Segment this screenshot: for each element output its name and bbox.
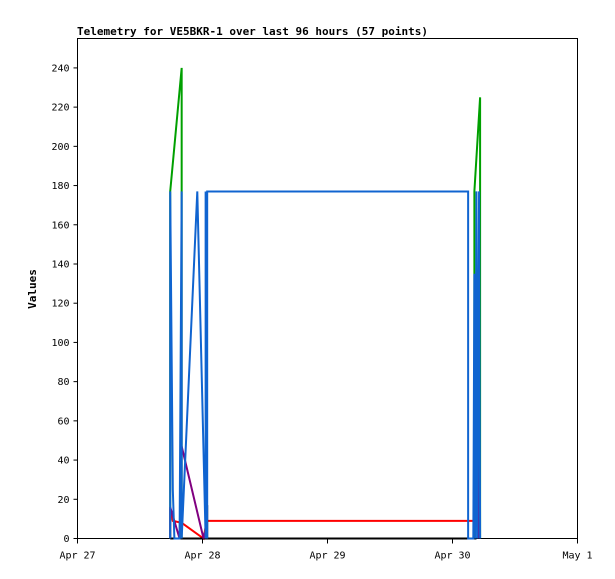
y-tick-label: 140 (51, 259, 69, 270)
y-tick-label: 220 (51, 103, 69, 114)
x-tick-label: Apr 29 (309, 551, 345, 562)
x-tick-label: Apr 27 (59, 551, 95, 562)
x-tick-label: Apr 28 (184, 551, 220, 562)
x-tick-label: Apr 30 (434, 551, 470, 562)
y-axis-label: Values (26, 269, 39, 309)
y-tick-label: 160 (51, 220, 69, 231)
y-axis-ticks: 0 20 40 60 80 100 120 140 160 180 200 220 240 (51, 63, 78, 545)
y-tick-label: 200 (51, 142, 69, 153)
y-tick-label: 40 (57, 456, 69, 467)
x-tick-label: May 1 (562, 551, 592, 562)
chart-title: Telemetry for VE5BKR-1 over last 96 hour… (77, 25, 428, 38)
y-tick-label: 20 (57, 495, 69, 506)
y-tick-label: 80 (57, 377, 69, 388)
y-tick-label: 100 (51, 338, 69, 349)
data-series (169, 67, 482, 541)
y-tick-label: 120 (51, 299, 69, 310)
y-tick-label: 60 (57, 416, 69, 427)
y-tick-label: 180 (51, 181, 69, 192)
series-line-3 (169, 508, 477, 541)
y-tick-label: 0 (63, 534, 69, 545)
y-tick-label: 240 (51, 63, 69, 74)
series-line-8 (169, 190, 482, 540)
